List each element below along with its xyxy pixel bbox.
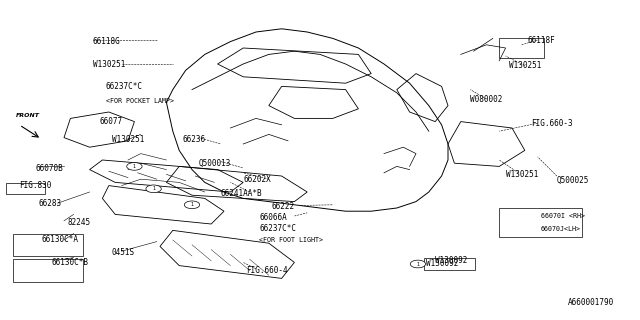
Text: <FOR POCKET LAMP>: <FOR POCKET LAMP> <box>106 98 173 104</box>
Circle shape <box>127 163 142 170</box>
Text: W130251: W130251 <box>93 60 125 68</box>
Text: 66066A: 66066A <box>259 213 287 222</box>
Bar <box>13 234 83 256</box>
Text: 66118F: 66118F <box>528 36 556 44</box>
Text: 1: 1 <box>152 186 155 191</box>
Text: 0451S: 0451S <box>112 248 135 257</box>
Text: Q500025: Q500025 <box>557 176 589 185</box>
Text: 66070I <RH>: 66070I <RH> <box>541 213 585 219</box>
Text: <FOR FOOT LIGHT>: <FOR FOOT LIGHT> <box>259 237 323 243</box>
Text: 82245: 82245 <box>67 218 90 227</box>
Circle shape <box>184 201 200 209</box>
Bar <box>6 183 45 194</box>
Text: 66237C*C: 66237C*C <box>106 82 143 91</box>
Circle shape <box>410 260 426 268</box>
Bar <box>499 208 582 237</box>
Bar <box>424 258 475 270</box>
Text: 66241AA*B: 66241AA*B <box>221 189 262 198</box>
Text: 66222: 66222 <box>272 202 295 211</box>
Text: 1: 1 <box>133 164 136 169</box>
Text: 66237C*C: 66237C*C <box>259 224 296 233</box>
Text: 66077: 66077 <box>99 117 122 126</box>
Text: W130092: W130092 <box>435 256 468 265</box>
Text: W130251: W130251 <box>112 135 145 144</box>
Text: FIG.660-4: FIG.660-4 <box>246 266 288 275</box>
Text: 66202X: 66202X <box>243 175 271 184</box>
Text: FIG.660-3: FIG.660-3 <box>531 119 573 128</box>
Bar <box>499 38 544 58</box>
Text: A660001790: A660001790 <box>568 298 614 307</box>
Text: W130251: W130251 <box>506 170 538 179</box>
Text: 66070J<LH>: 66070J<LH> <box>541 226 581 232</box>
Text: W130251: W130251 <box>509 61 541 70</box>
Text: 1: 1 <box>191 202 193 207</box>
Text: Q500013: Q500013 <box>198 159 231 168</box>
Text: W080002: W080002 <box>470 95 503 104</box>
Text: 66283: 66283 <box>38 199 61 208</box>
Text: 1: 1 <box>417 261 419 267</box>
Text: 66130C*B: 66130C*B <box>51 258 88 267</box>
Text: FIG.830: FIG.830 <box>19 181 52 190</box>
Text: W130092: W130092 <box>426 260 459 268</box>
Text: 66070B: 66070B <box>35 164 63 172</box>
Circle shape <box>146 185 161 193</box>
Text: 66236: 66236 <box>182 135 205 144</box>
Text: 66118G: 66118G <box>93 37 120 46</box>
Text: 66130C*A: 66130C*A <box>42 236 79 244</box>
Text: FRONT: FRONT <box>16 113 40 118</box>
Bar <box>13 259 83 282</box>
